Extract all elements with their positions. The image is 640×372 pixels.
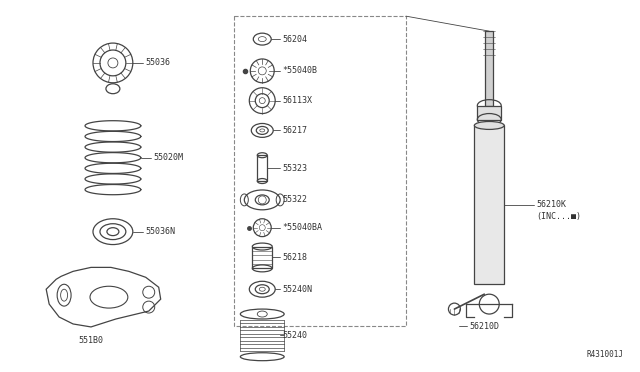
Text: 55020M: 55020M <box>154 153 184 162</box>
Bar <box>234 16 406 326</box>
Text: 56210D: 56210D <box>469 323 499 331</box>
Text: 56204: 56204 <box>282 35 307 44</box>
Text: (INC...■): (INC...■) <box>536 212 581 221</box>
Bar <box>485 31 493 106</box>
Text: 55240: 55240 <box>282 331 307 340</box>
Text: *55040BA: *55040BA <box>282 223 322 232</box>
Bar <box>474 125 504 284</box>
Bar <box>477 106 501 119</box>
Text: R431001J: R431001J <box>587 350 623 359</box>
Text: 56113X: 56113X <box>282 96 312 105</box>
Bar <box>252 247 272 268</box>
Text: 55036: 55036 <box>146 58 171 67</box>
Text: *55040B: *55040B <box>282 66 317 76</box>
Ellipse shape <box>474 122 504 129</box>
Text: 55322: 55322 <box>282 195 307 204</box>
Bar <box>257 155 268 181</box>
Text: 56210K: 56210K <box>536 201 566 209</box>
Text: 56218: 56218 <box>282 253 307 262</box>
Text: 56217: 56217 <box>282 126 307 135</box>
Text: 55240N: 55240N <box>282 285 312 294</box>
Text: 551B0: 551B0 <box>79 336 104 345</box>
Text: 55323: 55323 <box>282 164 307 173</box>
Text: 55036N: 55036N <box>146 227 176 236</box>
